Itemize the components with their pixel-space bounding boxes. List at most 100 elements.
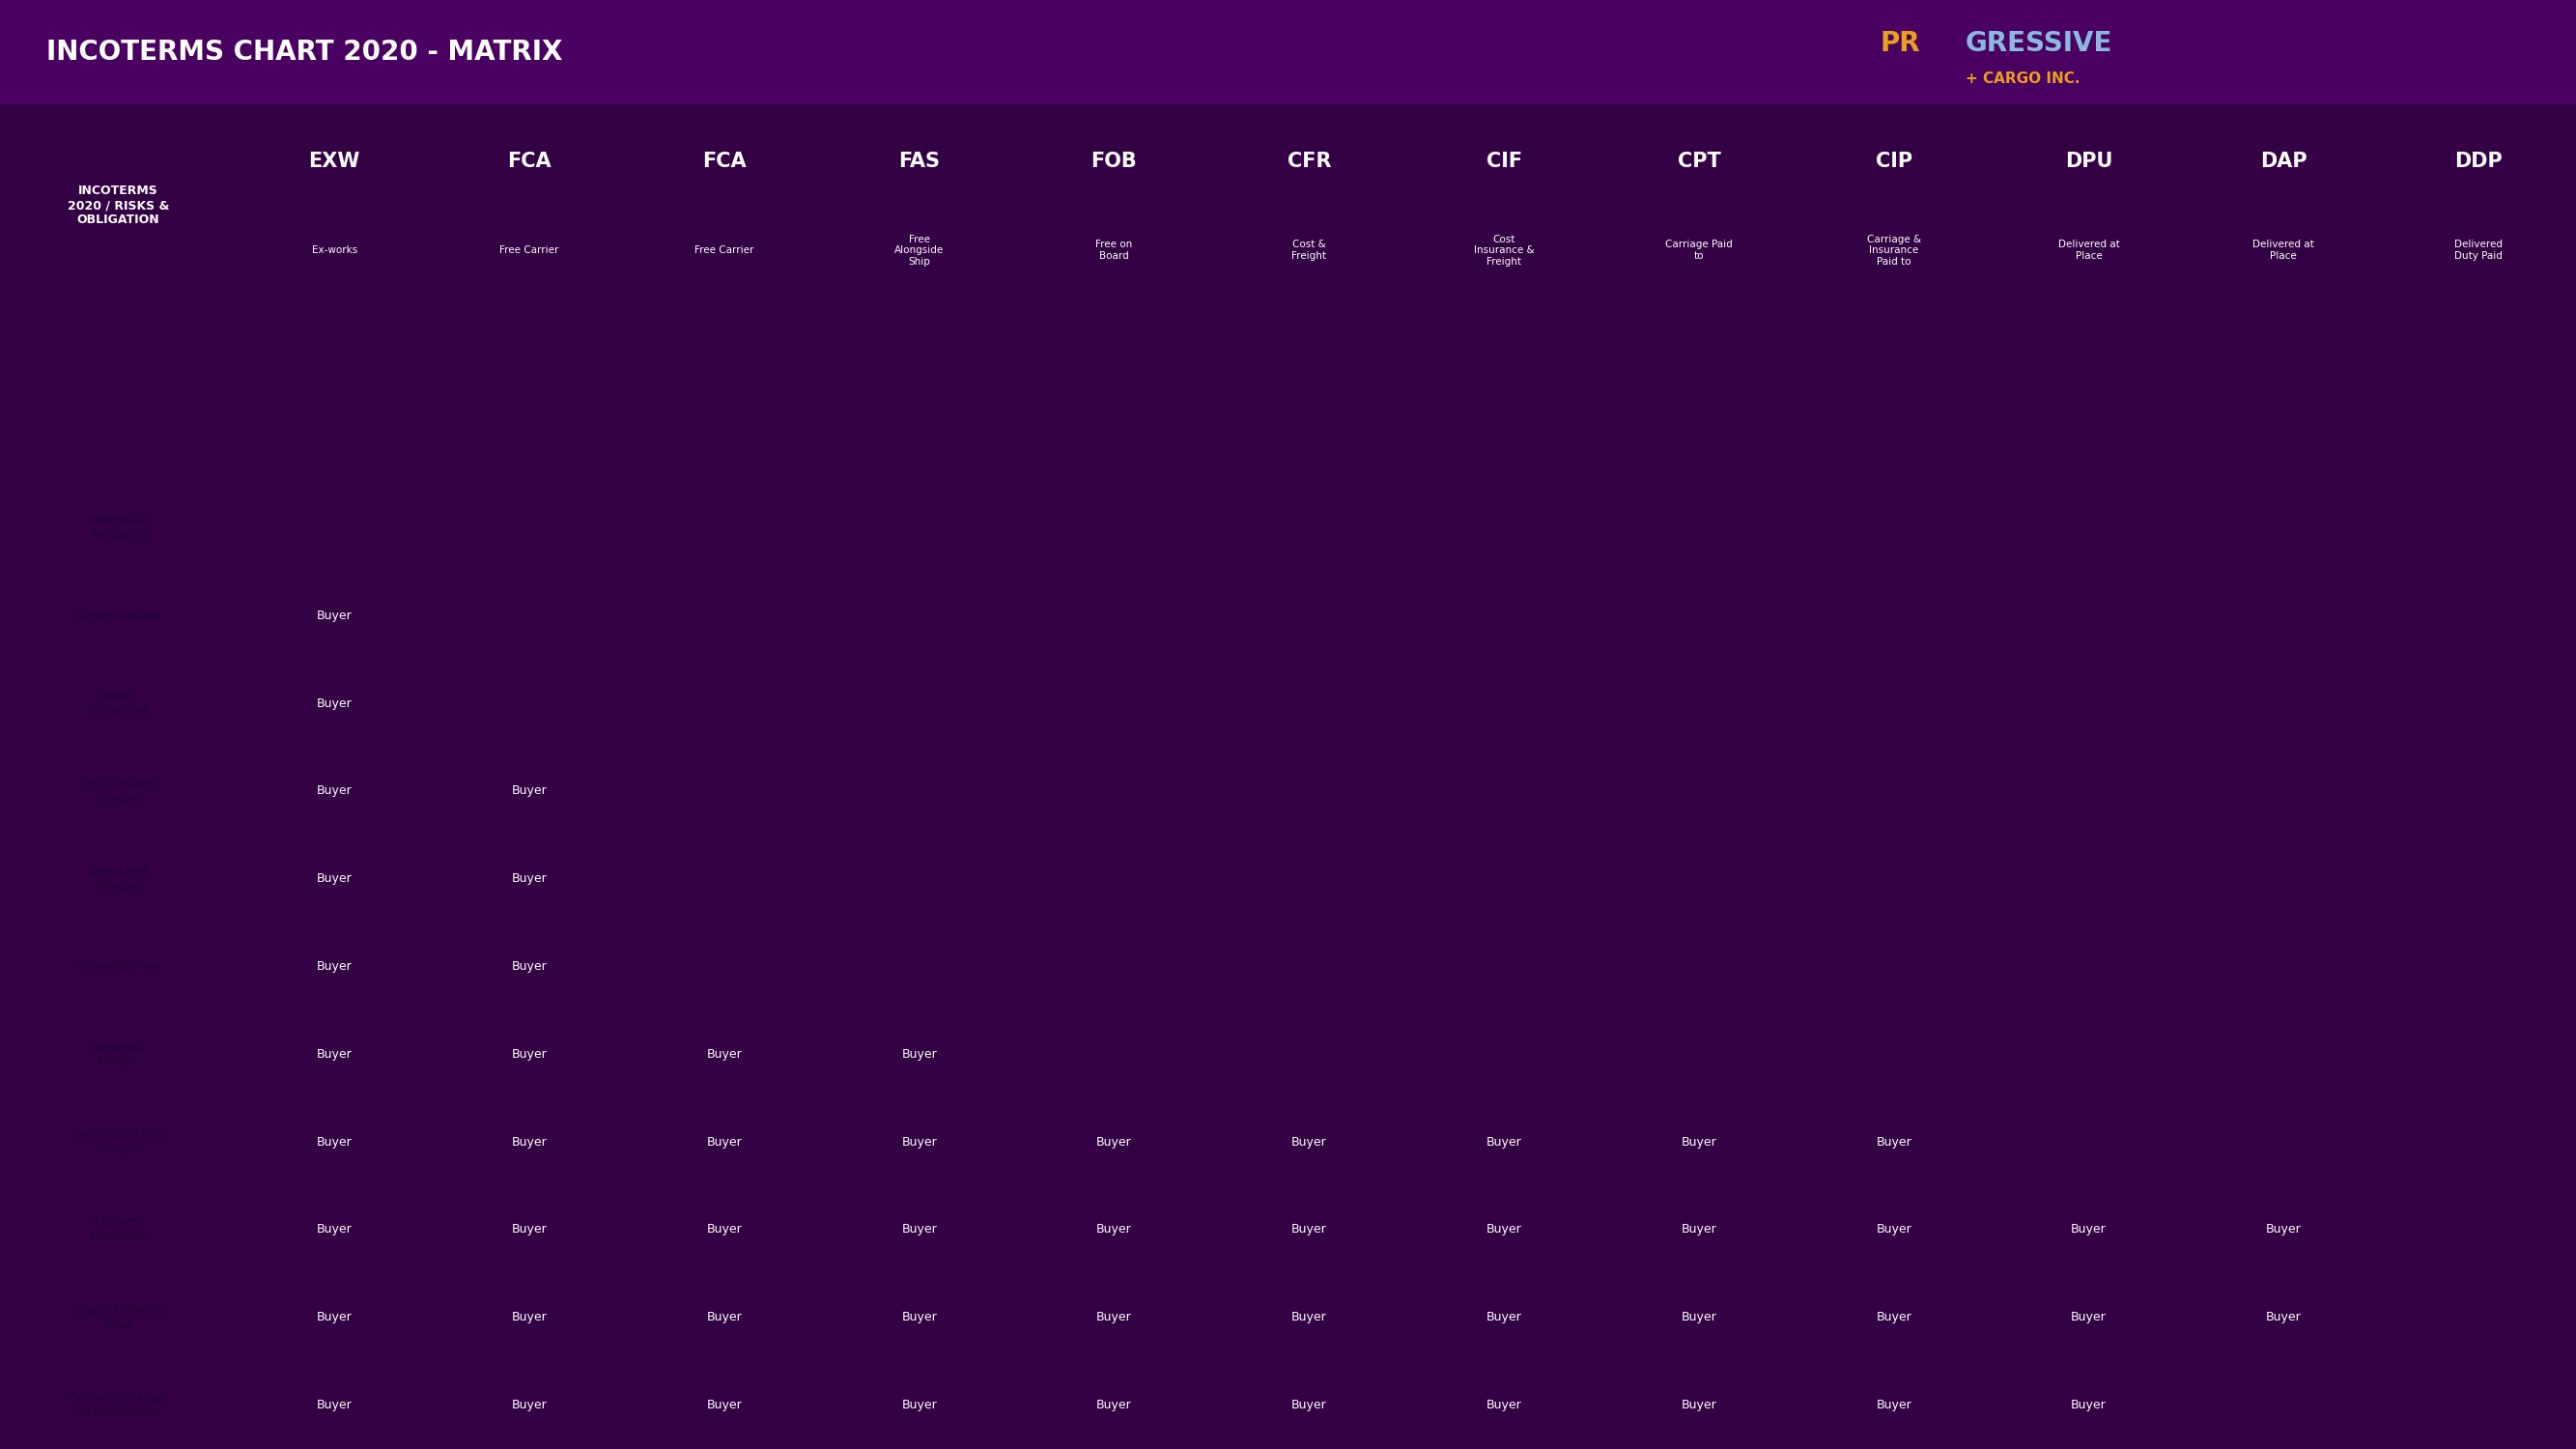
Text: Seller: Seller: [1875, 1048, 1911, 1061]
Text: Seller: Seller: [706, 785, 742, 797]
Bar: [1018, 104, 1211, 307]
Text: Buyer: Buyer: [902, 1136, 938, 1148]
Text: Seller: Seller: [1097, 785, 1131, 797]
Text: Named Place
Port/Airport: Named Place Port/Airport: [688, 420, 762, 446]
Text: Buyer: Buyer: [1486, 1398, 1522, 1411]
Bar: [0, 1010, 237, 1098]
Text: FCA: FCA: [703, 152, 747, 171]
Bar: [1602, 923, 1795, 1010]
Text: Buyer: Buyer: [1291, 1398, 1327, 1411]
Text: Seller: Seller: [1486, 1048, 1522, 1061]
Text: Delivered at
Place: Delivered at Place: [2254, 241, 2313, 261]
Text: Free Carrier: Free Carrier: [696, 245, 755, 255]
Text: Buyer: Buyer: [513, 1136, 546, 1148]
Bar: [1406, 1274, 1602, 1361]
Text: Buyer: Buyer: [1682, 1398, 1716, 1411]
Text: Buyer: Buyer: [2267, 1311, 2300, 1324]
Bar: [1602, 835, 1795, 923]
Bar: [1211, 104, 1406, 307]
Bar: [1211, 1010, 1406, 1098]
Text: Buyer: Buyer: [513, 1311, 546, 1324]
Text: Seller: Seller: [2460, 1223, 2496, 1236]
Bar: [0, 104, 237, 307]
Text: Seller: Seller: [513, 522, 546, 535]
Text: Seller: Seller: [2460, 1136, 2496, 1148]
Bar: [626, 659, 822, 748]
Bar: [433, 383, 626, 484]
Bar: [0, 835, 237, 923]
Bar: [1991, 104, 2187, 307]
Text: CPT: CPT: [1677, 152, 1721, 171]
Bar: [2380, 572, 2576, 659]
Text: Buyer: Buyer: [1097, 1136, 1131, 1148]
Text: Seller: Seller: [1682, 522, 1716, 535]
Text: Buyer: Buyer: [317, 1136, 353, 1148]
Text: Buyer: Buyer: [2267, 1223, 2300, 1236]
Bar: [237, 659, 433, 748]
Bar: [626, 104, 822, 307]
Text: Seller: Seller: [2267, 1048, 2300, 1061]
Bar: [1406, 484, 1602, 572]
Bar: [1018, 1010, 1211, 1098]
Text: Seller: Seller: [1291, 961, 1327, 972]
Text: Free on
Board: Free on Board: [1095, 241, 1133, 261]
Bar: [1991, 1098, 2187, 1185]
Text: Seller: Seller: [706, 697, 742, 710]
Text: Seller: Seller: [902, 872, 938, 885]
Text: Buyer: Buyer: [513, 872, 546, 885]
Bar: [626, 572, 822, 659]
Bar: [2187, 572, 2380, 659]
Bar: [626, 1361, 822, 1449]
Bar: [1795, 1361, 1991, 1449]
Bar: [1991, 1185, 2187, 1274]
Text: Buyer: Buyer: [1682, 1136, 1716, 1148]
Bar: [1406, 1098, 1602, 1185]
Text: Seller: Seller: [1875, 609, 1911, 622]
Text: Seller: Seller: [1682, 697, 1716, 710]
Text: Seller: Seller: [1682, 609, 1716, 622]
Text: Seller: Seller: [2267, 1398, 2300, 1411]
Text: DDP: DDP: [2455, 152, 2501, 171]
Text: Buyer: Buyer: [706, 1311, 742, 1324]
Bar: [0, 383, 237, 484]
Text: Buyer: Buyer: [317, 1048, 353, 1061]
Bar: [237, 104, 433, 307]
Text: Seller: Seller: [1875, 872, 1911, 885]
Text: Seller: Seller: [706, 522, 742, 535]
Bar: [822, 1185, 1018, 1274]
Text: Buyer: Buyer: [1875, 1136, 1911, 1148]
Text: Seller: Seller: [2460, 1398, 2496, 1411]
Bar: [0, 0, 2576, 104]
Bar: [433, 1010, 626, 1098]
Text: Seller: Seller: [706, 609, 742, 622]
Text: DAP: DAP: [2259, 152, 2308, 171]
Text: Buyer: Buyer: [317, 1398, 353, 1411]
Text: Buyer: Buyer: [513, 1223, 546, 1236]
Bar: [626, 748, 822, 835]
Text: Seller: Seller: [902, 609, 938, 622]
Text: Free
Alongside
Ship: Free Alongside Ship: [894, 235, 943, 267]
Bar: [626, 1010, 822, 1098]
Text: Seller: Seller: [1097, 872, 1131, 885]
Text: Buyer: Buyer: [2071, 1311, 2107, 1324]
Text: Buyer: Buyer: [1875, 1223, 1911, 1236]
Bar: [433, 923, 626, 1010]
Bar: [2187, 659, 2380, 748]
Bar: [1991, 1274, 2187, 1361]
Bar: [2380, 1361, 2576, 1449]
Text: Seller: Seller: [1097, 1048, 1131, 1061]
Text: Buyer: Buyer: [706, 1398, 742, 1411]
Bar: [433, 1361, 626, 1449]
Bar: [822, 572, 1018, 659]
Text: Buyer: Buyer: [513, 1398, 546, 1411]
Bar: [2187, 748, 2380, 835]
Bar: [2187, 1185, 2380, 1274]
Bar: [1406, 835, 1602, 923]
Bar: [1211, 1098, 1406, 1185]
Bar: [1991, 1010, 2187, 1098]
Text: Seller: Seller: [1097, 961, 1131, 972]
Text: Buyer: Buyer: [1682, 1223, 1716, 1236]
Bar: [626, 1185, 822, 1274]
Text: Seller: Seller: [706, 961, 742, 972]
Bar: [1018, 484, 1211, 572]
